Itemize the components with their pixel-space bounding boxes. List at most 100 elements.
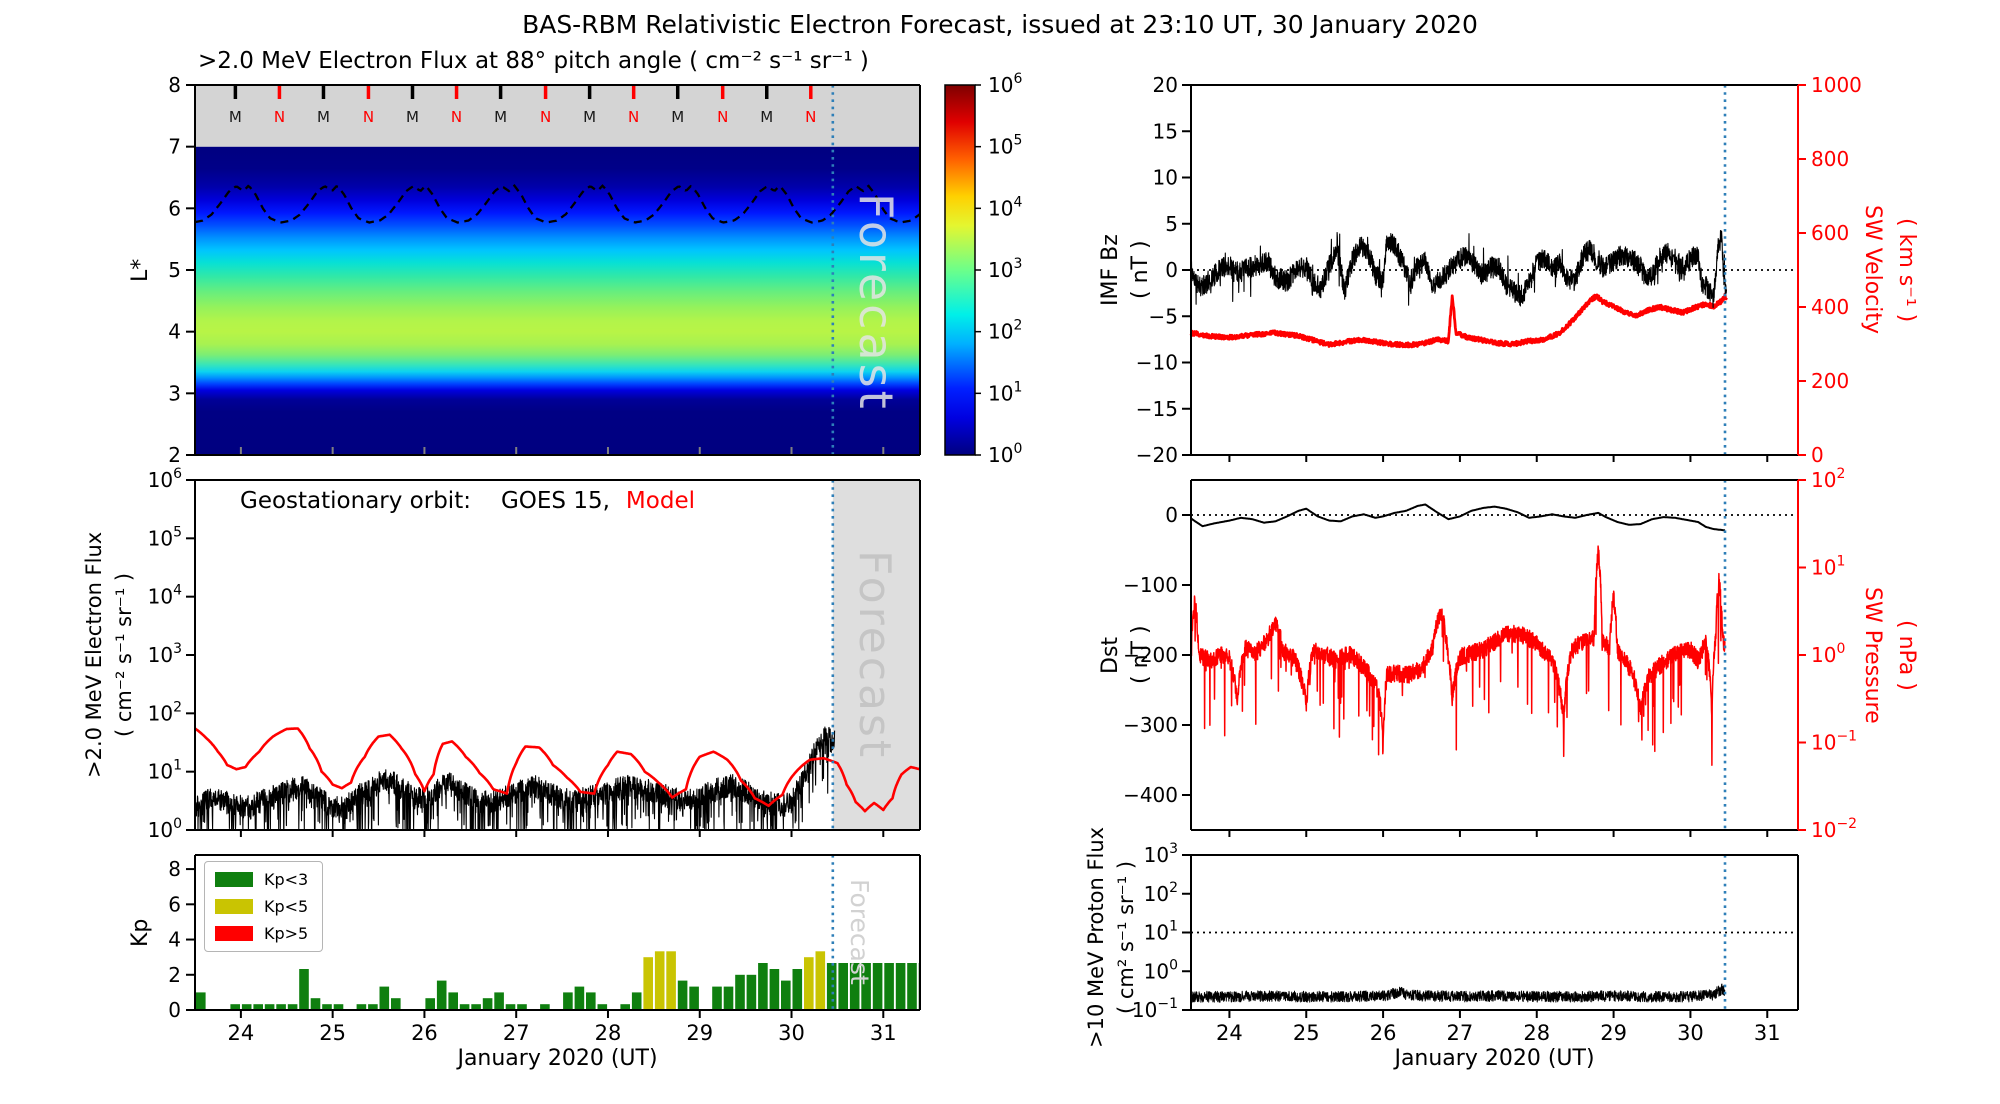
lstar-tick-label: 2 [168, 443, 181, 467]
kp-bar [735, 974, 745, 1010]
bz-tick-label: −15 [1136, 397, 1178, 421]
kp-bar [505, 1004, 516, 1010]
pressure-tick-label: 10−1 [1811, 729, 1857, 755]
kp-bar [758, 963, 768, 1010]
dst-tick-label: −200 [1123, 643, 1178, 667]
velocity-tick-label: 0 [1811, 443, 1824, 467]
kp-bar [333, 1004, 344, 1010]
forecast-watermark-flux: Forecast [849, 549, 900, 761]
panel-dst: 0 −100 −200 −300 −400 102 101 100 10−1 10−2 [1123, 466, 1857, 842]
kp-bar [563, 992, 573, 1010]
bz-tick-label: 0 [1165, 258, 1178, 282]
dst-tick-label: −300 [1123, 713, 1178, 737]
figure-title: BAS-RBM Relativistic Electron Forecast, … [522, 10, 1478, 39]
kp-bar [196, 992, 206, 1010]
panel-proton-flux: 24 25 26 27 28 29 30 31 103 102 101 100 10−1 [1132, 841, 1799, 1045]
xlabel-right: January 2020 (UT) [1394, 1046, 1595, 1071]
proton-tick-label: 103 [1144, 841, 1178, 867]
proton-tick-label: 102 [1144, 880, 1178, 906]
kp-bar [299, 969, 309, 1010]
kp-bar [379, 986, 390, 1010]
bz-tick-label: 10 [1153, 166, 1178, 190]
satellite-local-time-label: M [583, 108, 596, 126]
x-tick-label: 28 [1523, 1021, 1550, 1045]
kp-tick-label: 0 [168, 998, 181, 1022]
x-tick-label: 29 [686, 1021, 713, 1045]
kp-bar [907, 963, 917, 1010]
dst-tick-label: 0 [1165, 503, 1178, 527]
kp-bar [356, 1004, 367, 1010]
x-tick-label: 29 [1600, 1021, 1627, 1045]
velocity-tick-label: 400 [1811, 295, 1849, 319]
kp-bar [792, 969, 803, 1010]
satellite-local-time-label: N [540, 108, 551, 126]
kp-bar [368, 1004, 378, 1010]
sw-velocity-label: SW Velocity [1860, 205, 1885, 335]
kp-bar [436, 980, 447, 1010]
kp-bar [689, 986, 699, 1010]
x-tick-label: 25 [319, 1021, 346, 1045]
imf-ylabel: IMF Bz [1098, 234, 1123, 306]
kp-bar [264, 1004, 275, 1010]
kp-bar [849, 963, 860, 1010]
lstar-tick-label: 6 [168, 196, 181, 220]
satellite-local-time-label: N [274, 108, 285, 126]
x-tick-label: 25 [1293, 1021, 1320, 1045]
kp-bar [712, 986, 722, 1010]
bz-tick-label: −10 [1136, 351, 1178, 375]
pressure-tick-label: 10−2 [1811, 816, 1857, 842]
kp-legend-label-red: Kp>5 [264, 924, 309, 943]
kp-bar [631, 992, 642, 1010]
sw-pressure-units: ( nPa ) [1894, 619, 1919, 691]
kp-bar [746, 974, 757, 1010]
panel-electron-heatmap: M N M N M N M N M N M N M N 2 3 4 5 6 7 8 100 101 102 103 104 105 1… [168, 71, 1022, 467]
kp-bar [586, 992, 596, 1010]
satellite-local-time-label: M [317, 108, 330, 126]
flux-tick-label: 102 [148, 699, 182, 725]
dst-tick-label: −100 [1123, 573, 1178, 597]
lstar-tick-label: 3 [168, 381, 181, 405]
flux-legend-prefix: Geostationary orbit: [240, 488, 471, 514]
colorbar-tick-label: 100 [988, 441, 1022, 467]
kp-bar [872, 963, 883, 1010]
xlabel-left: January 2020 (UT) [457, 1046, 658, 1071]
kp-bar [276, 1004, 286, 1010]
kp-tick-label: 2 [168, 963, 181, 987]
satellite-local-time-label: M [229, 108, 242, 126]
velocity-tick-label: 1000 [1811, 73, 1862, 97]
satellite-local-time-label: M [671, 108, 684, 126]
kp-ylabel: Kp [128, 918, 153, 947]
pressure-tick-label: 102 [1811, 466, 1845, 492]
proton-tick-label: 10−1 [1132, 996, 1178, 1022]
kp-bar [310, 998, 321, 1010]
dst-tick-label: −400 [1123, 783, 1178, 807]
kp-tick-label: 8 [168, 857, 181, 881]
bz-tick-label: 20 [1153, 73, 1178, 97]
satellite-local-time-label: N [805, 108, 816, 126]
kp-bar [517, 1004, 527, 1010]
kp-bar [459, 1004, 470, 1010]
kp-bar [620, 1004, 630, 1010]
forecast-watermark-heatmap: Forecast [849, 192, 903, 412]
x-tick-label: 26 [411, 1021, 438, 1045]
lstar-tick-label: 7 [168, 135, 181, 159]
kp-legend: Kp<3 Kp<5 Kp>5 [204, 861, 324, 952]
kp-bar [861, 963, 871, 1010]
x-tick-label: 27 [1447, 1021, 1474, 1045]
kp-green-swatch [215, 872, 253, 887]
kp-bar [654, 951, 665, 1010]
kp-bar [322, 1004, 332, 1010]
colorbar-tick-label: 103 [988, 256, 1022, 282]
sw-pressure-label: SW Pressure [1860, 586, 1885, 724]
flux-tick-label: 105 [148, 524, 182, 550]
flux-tick-label: 106 [148, 466, 182, 492]
x-tick-label: 31 [1754, 1021, 1781, 1045]
x-tick-label: 24 [228, 1021, 255, 1045]
velocity-tick-label: 200 [1811, 369, 1849, 393]
proton-ylabel-units: ( cm² s⁻¹ sr⁻¹ ) [1114, 860, 1138, 1014]
pressure-tick-label: 100 [1811, 641, 1845, 667]
x-tick-label: 31 [870, 1021, 897, 1045]
kp-legend-label-green: Kp<3 [264, 870, 309, 889]
kp-legend-row-yellow: Kp<5 [215, 897, 308, 916]
satellite-local-time-label: M [494, 108, 507, 126]
